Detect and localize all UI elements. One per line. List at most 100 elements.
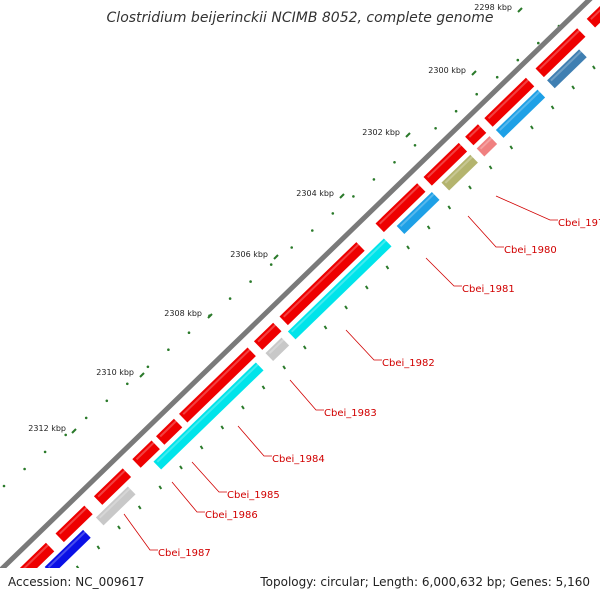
gene-highlight [135, 440, 157, 461]
inner-tick [592, 65, 596, 70]
inner-tick [488, 165, 493, 170]
gene-feature[interactable] [55, 505, 93, 543]
tick-label: 2302 kbp [362, 128, 400, 137]
gene-highlight [590, 8, 600, 20]
gene-feature[interactable] [156, 418, 183, 445]
gc-dot [23, 467, 26, 471]
gene-highlight [99, 485, 133, 519]
inner-tick [241, 405, 245, 410]
gc-dot [537, 41, 540, 45]
gene-highlight [156, 361, 261, 463]
gene-label[interactable]: Cbei_1982 [382, 358, 435, 369]
gene-feature[interactable] [132, 440, 160, 468]
gene-highlight [499, 89, 542, 131]
leader-line [495, 195, 558, 221]
tick-label: 2304 kbp [296, 189, 334, 198]
gene-label[interactable]: Cbei_1986 [205, 510, 258, 521]
gene-label[interactable]: Cbei_1985 [227, 490, 280, 501]
gc-dot [372, 178, 376, 181]
gc-dot [290, 246, 294, 249]
gene-feature[interactable] [396, 191, 440, 234]
inner-tick [406, 245, 410, 250]
gc-dot [454, 109, 458, 113]
leader-line [237, 425, 272, 457]
tick-label: 2310 kbp [96, 368, 134, 377]
gc-dot [187, 331, 191, 335]
gene-highlight [468, 123, 483, 138]
gene-highlight [487, 77, 531, 120]
gene-feature[interactable] [153, 362, 264, 470]
gene-highlight [47, 529, 88, 569]
gene-feature[interactable] [423, 142, 468, 186]
gene-feature[interactable] [179, 347, 256, 423]
inner-tick [282, 365, 287, 370]
tick-marks: 2298 kbp 2300 kbp 2302 kbp 2304 kbp 2306 kbp… [28, 3, 523, 434]
gene-feature[interactable] [441, 154, 478, 191]
gene-feature[interactable] [265, 337, 290, 362]
inner-tick [179, 465, 183, 470]
tick-mark [471, 70, 477, 76]
gene-feature[interactable] [375, 183, 426, 233]
leader-line [191, 461, 227, 493]
gc-dot [495, 75, 499, 79]
leader-line [289, 379, 324, 411]
inner-tick [117, 525, 121, 530]
leader-line [171, 481, 205, 513]
tick-mark [405, 132, 411, 138]
gene-label[interactable]: Cbei_1983 [324, 408, 377, 419]
gene-feature[interactable] [484, 77, 535, 127]
gene-label[interactable]: Cbei_1981 [462, 284, 515, 295]
gene-label[interactable]: Cbei_1979 [558, 218, 600, 229]
inner-tick [385, 265, 390, 270]
gc-dot [475, 92, 479, 96]
inner-tick [447, 205, 452, 210]
tick-mark [71, 428, 77, 434]
gc-dot [516, 58, 520, 62]
gene-highlight [59, 505, 90, 535]
tick-label: 2300 kbp [428, 66, 466, 75]
gene-highlight [539, 27, 582, 70]
gene-feature[interactable] [495, 89, 546, 138]
gc-dot [167, 348, 170, 352]
gene-highlight [427, 142, 464, 179]
gene-highlight [268, 337, 286, 355]
inner-tick [468, 185, 472, 190]
gene-highlight [283, 241, 362, 318]
gene-label[interactable]: Cbei_1987 [158, 548, 211, 559]
gc-dot [84, 416, 88, 420]
footer-background [0, 568, 600, 600]
inner-tick [302, 345, 307, 350]
gene-feature[interactable] [93, 468, 132, 505]
gc-dot [228, 297, 232, 300]
gene-highlight [97, 467, 128, 498]
gene-feature[interactable] [253, 322, 282, 350]
gene-feature[interactable] [287, 238, 392, 340]
gene-label[interactable]: Cbei_1984 [272, 454, 325, 465]
gc-dot [64, 433, 67, 437]
gene-feature[interactable] [279, 242, 365, 326]
inner-tick [323, 325, 328, 330]
inner-tick [364, 285, 369, 290]
gene-feature[interactable] [476, 136, 498, 157]
tick-mark [339, 193, 345, 199]
gene-feature[interactable] [44, 529, 91, 575]
gene-feature[interactable] [95, 486, 136, 526]
gc-dot [393, 161, 396, 164]
gene-highlight [399, 191, 437, 228]
gene-feature[interactable] [586, 2, 600, 28]
gene-feature[interactable] [465, 124, 487, 146]
tick-mark [273, 254, 279, 260]
gc-dot [434, 127, 437, 130]
inner-tick [158, 485, 163, 490]
gc-dot [249, 280, 252, 283]
gene-highlight [550, 48, 584, 82]
tick-mark [207, 313, 213, 319]
gene-feature[interactable] [535, 28, 586, 78]
tick-label: 2312 kbp [28, 424, 66, 433]
gene-feature[interactable] [547, 49, 587, 89]
gene-label[interactable]: Cbei_1980 [504, 245, 557, 256]
gene-highlight [159, 418, 179, 438]
tick-mark [139, 372, 145, 378]
